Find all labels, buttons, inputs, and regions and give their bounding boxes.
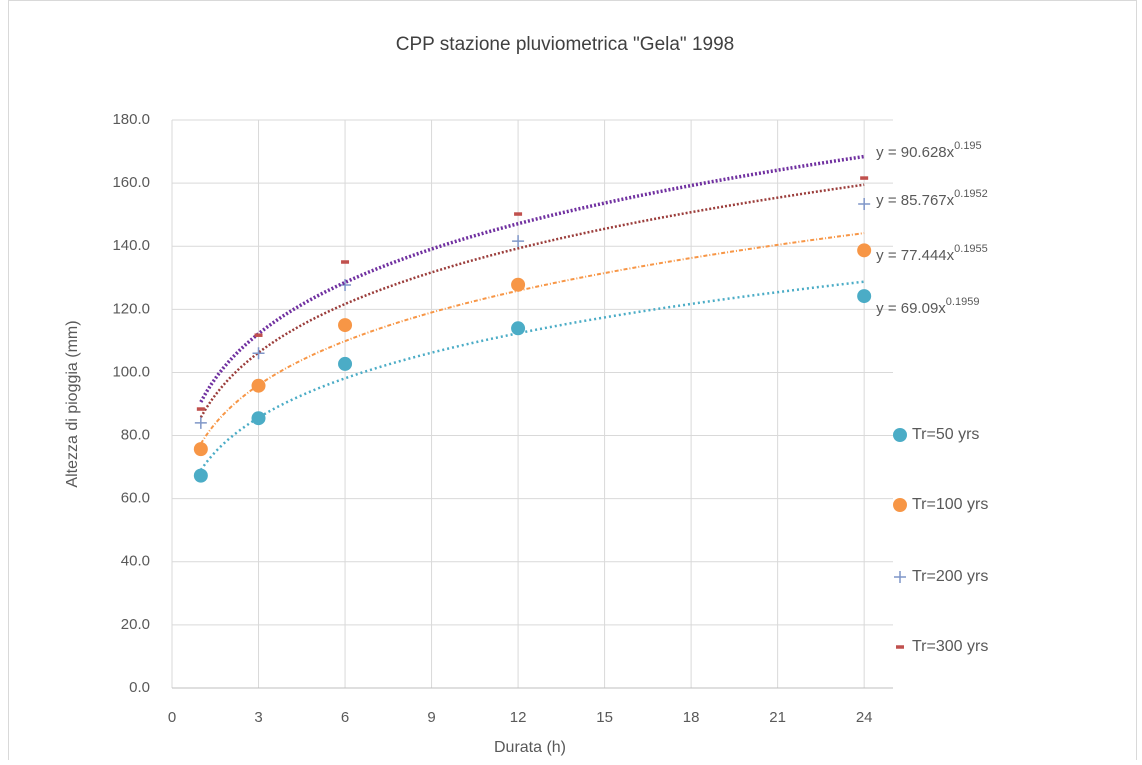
equation-text: y = 85.767x [876, 192, 954, 209]
x-tick-label: 21 [769, 709, 786, 726]
point [193, 468, 208, 483]
legend-label: Tr=300 yrs [912, 638, 988, 655]
point [857, 243, 872, 258]
y-tick-label: 60.0 [121, 490, 150, 507]
y-tick-label: 140.0 [112, 237, 150, 254]
equation-text: y = 77.444x [876, 247, 954, 264]
y-tick-label: 160.0 [112, 174, 150, 191]
y-tick-label: 0.0 [129, 679, 150, 696]
x-tick-label: 18 [683, 709, 700, 726]
trendline-equation: y = 77.444x0.1955 [876, 243, 988, 264]
x-tick-label: 15 [596, 709, 613, 726]
trendline-equation: y = 85.767x0.1952 [876, 188, 988, 209]
trendline [199, 183, 865, 418]
point [338, 318, 353, 333]
y-tick-label: 80.0 [121, 427, 150, 444]
y-axis-label: Altezza di pioggia (mm) [64, 320, 81, 487]
chart-frame [8, 0, 1137, 765]
point [339, 279, 352, 292]
point [193, 442, 208, 457]
equation-text: y = 90.628x [876, 144, 954, 161]
equation-exponent: 0.1955 [954, 243, 988, 255]
chart-title: CPP stazione pluviometrica "Gela" 1998 [396, 34, 734, 55]
x-axis-label: Durata (h) [494, 739, 566, 756]
trendline [199, 280, 865, 471]
point [511, 277, 526, 292]
point [512, 235, 525, 248]
y-tick-label: 20.0 [121, 616, 150, 633]
x-tick-label: 3 [254, 709, 262, 726]
legend-label: Tr=200 yrs [912, 568, 988, 585]
point [858, 197, 871, 210]
equation-text: y = 69.09x [876, 300, 946, 317]
equation-exponent: 0.195 [954, 140, 982, 152]
point [252, 347, 265, 360]
equation-exponent: 0.1959 [946, 296, 980, 308]
point [194, 416, 207, 429]
x-tick-label: 24 [856, 709, 873, 726]
x-tick-label: 0 [168, 709, 176, 726]
y-tick-label: 40.0 [121, 553, 150, 570]
legend-label: Tr=50 yrs [912, 426, 979, 443]
point [251, 411, 266, 426]
y-tick-label: 120.0 [112, 300, 150, 317]
trendline-equation: y = 90.628x0.195 [876, 140, 982, 161]
legend-marker [893, 498, 907, 512]
point [251, 378, 266, 393]
point [511, 321, 526, 336]
x-tick-label: 9 [427, 709, 435, 726]
y-tick-label: 100.0 [112, 363, 150, 380]
y-tick-label: 180.0 [112, 111, 150, 128]
trendline-equation: y = 69.09x0.1959 [876, 296, 979, 317]
trendline [200, 232, 865, 445]
trendline [199, 154, 865, 403]
equation-exponent: 0.1952 [954, 188, 988, 200]
legend-marker [894, 571, 906, 583]
legend-marker [893, 428, 907, 442]
x-tick-label: 6 [341, 709, 349, 726]
point [857, 289, 872, 304]
legend-label: Tr=100 yrs [912, 496, 988, 513]
x-tick-label: 12 [510, 709, 527, 726]
point [338, 356, 353, 371]
